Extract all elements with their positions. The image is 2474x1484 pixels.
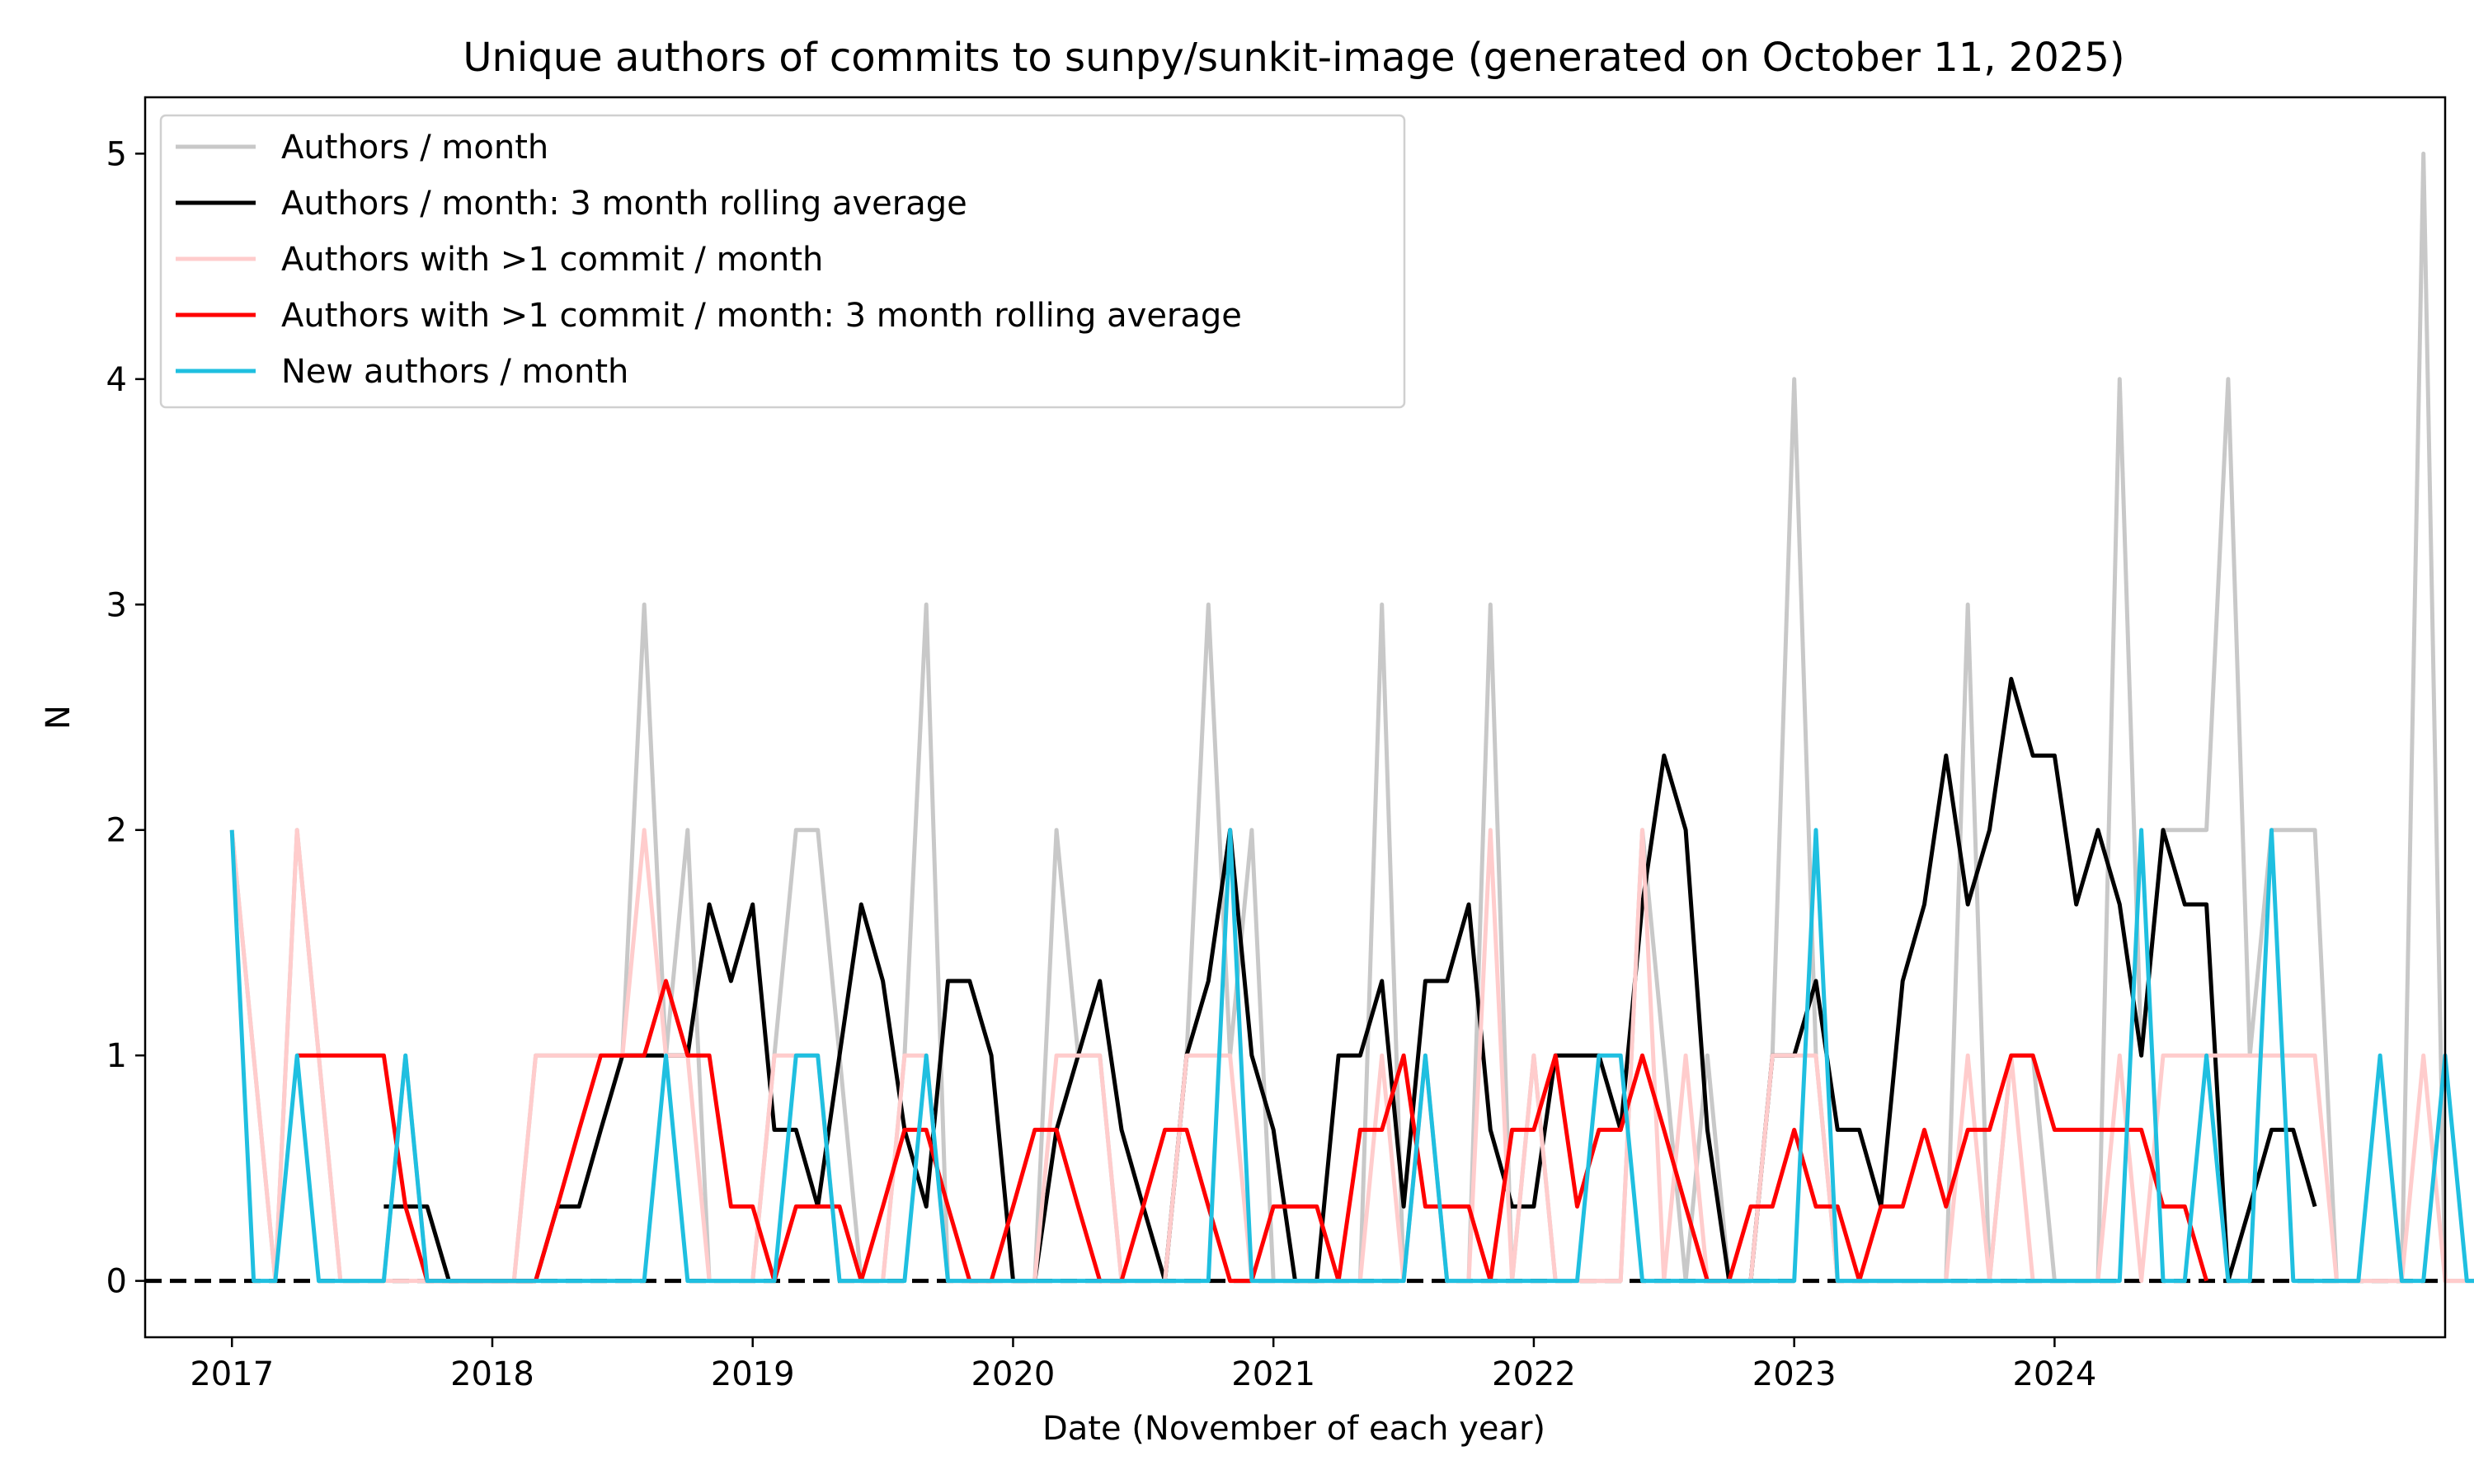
series-authors-rolling-average xyxy=(383,677,2317,1284)
x-tick-label: 2024 xyxy=(2012,1355,2096,1393)
axes-layer: 0 1 2 3 4 5 2017 2018 2019 2020 2021 2022 2023 2024 xyxy=(106,96,2447,1393)
plot-frame xyxy=(143,96,2447,1339)
legend-box xyxy=(159,114,1406,409)
y-axis-title: N xyxy=(40,705,78,730)
x-tick-label: 2019 xyxy=(711,1355,795,1393)
legend-label: Authors / month: 3 month rolling average xyxy=(281,185,967,223)
y-tick-label: 3 xyxy=(106,586,127,624)
x-tick-label: 2021 xyxy=(1231,1355,1315,1393)
legend: Authors / month Authors / month: 3 month … xyxy=(159,114,1406,409)
y-tick-label: 4 xyxy=(106,361,127,399)
x-tick-label: 2017 xyxy=(190,1355,274,1393)
x-tick-label: 2023 xyxy=(1752,1355,1837,1393)
series-new-authors-per-month xyxy=(229,828,2474,1284)
legend-label: Authors with >1 commit / month xyxy=(281,241,823,279)
x-tick-label: 2020 xyxy=(971,1355,1056,1393)
x-tick-label: 2018 xyxy=(450,1355,534,1393)
plot-layer xyxy=(145,151,2474,1284)
y-tick-label: 5 xyxy=(106,135,127,173)
y-tick-label: 0 xyxy=(106,1263,127,1301)
x-axis-title: Date (November of each year) xyxy=(1042,1410,1545,1448)
y-tick-label: 2 xyxy=(106,812,127,850)
legend-label: New authors / month xyxy=(281,353,628,391)
chart-title: Unique authors of commits to sunpy/sunki… xyxy=(463,35,2124,81)
x-tick-label: 2022 xyxy=(1492,1355,1576,1393)
legend-label: Authors / month xyxy=(281,129,548,167)
legend-label: Authors with >1 commit / month: 3 month … xyxy=(281,297,1242,335)
y-tick-label: 1 xyxy=(106,1037,127,1075)
